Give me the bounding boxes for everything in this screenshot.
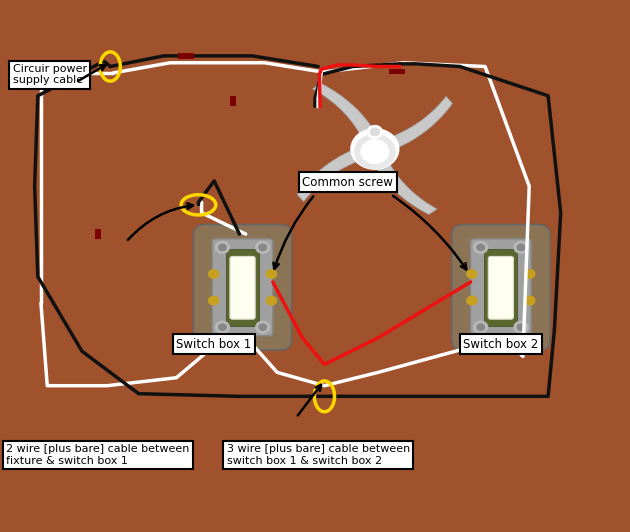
Text: Circuir power
supply cable: Circuir power supply cable	[13, 64, 87, 86]
Circle shape	[266, 296, 277, 305]
Bar	[230, 96, 236, 106]
Circle shape	[477, 324, 484, 330]
Text: 3 wire [plus bare] cable between
switch box 1 & switch box 2: 3 wire [plus bare] cable between switch …	[227, 444, 410, 466]
Circle shape	[517, 244, 525, 251]
Circle shape	[367, 126, 382, 138]
Circle shape	[266, 270, 277, 278]
Circle shape	[351, 129, 399, 169]
Circle shape	[355, 135, 395, 169]
Circle shape	[215, 321, 229, 333]
Circle shape	[514, 321, 528, 333]
Circle shape	[474, 321, 488, 333]
Circle shape	[219, 324, 226, 330]
Text: Switch box 1: Switch box 1	[176, 338, 251, 351]
Bar	[178, 53, 194, 59]
Bar	[389, 69, 405, 74]
Circle shape	[259, 324, 266, 330]
Circle shape	[209, 270, 219, 278]
FancyBboxPatch shape	[226, 249, 259, 326]
Bar	[94, 229, 101, 239]
Polygon shape	[384, 96, 452, 151]
Circle shape	[256, 242, 270, 253]
Circle shape	[525, 296, 535, 305]
Circle shape	[467, 296, 477, 305]
Circle shape	[215, 242, 229, 253]
FancyBboxPatch shape	[212, 239, 273, 336]
FancyBboxPatch shape	[193, 225, 292, 350]
FancyBboxPatch shape	[484, 249, 517, 326]
FancyBboxPatch shape	[488, 256, 513, 319]
Text: Common screw: Common screw	[302, 176, 393, 188]
Polygon shape	[312, 84, 377, 141]
Circle shape	[474, 242, 488, 253]
Circle shape	[219, 244, 226, 251]
Circle shape	[370, 128, 379, 136]
Circle shape	[525, 270, 535, 278]
Circle shape	[477, 244, 484, 251]
Text: 2 wire [plus bare] cable between
fixture & switch box 1: 2 wire [plus bare] cable between fixture…	[6, 444, 190, 466]
Circle shape	[259, 244, 266, 251]
FancyBboxPatch shape	[230, 256, 255, 319]
Circle shape	[361, 140, 389, 163]
Polygon shape	[297, 147, 365, 202]
Circle shape	[517, 324, 525, 330]
Polygon shape	[372, 157, 437, 214]
FancyBboxPatch shape	[452, 225, 550, 350]
Text: Switch box 2: Switch box 2	[463, 338, 538, 351]
Circle shape	[209, 296, 219, 305]
Circle shape	[467, 270, 477, 278]
Circle shape	[256, 321, 270, 333]
FancyBboxPatch shape	[471, 239, 531, 336]
Circle shape	[514, 242, 528, 253]
